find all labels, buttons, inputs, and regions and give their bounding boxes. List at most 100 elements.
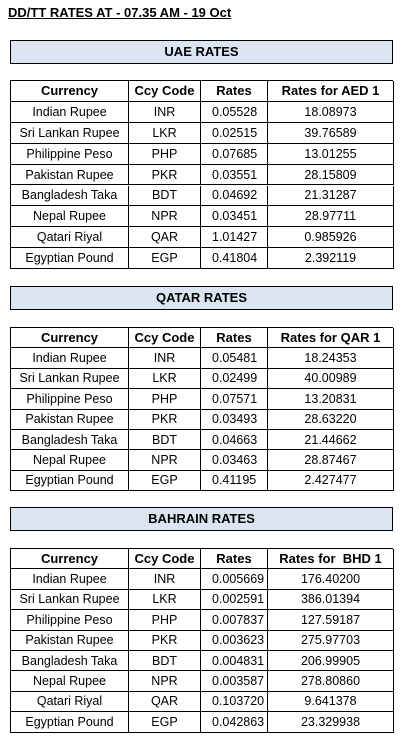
table-cell: Qatari Riyal [11,227,129,249]
table-cell: NPR [129,206,201,228]
table-cell: 18.08973 [268,101,394,123]
column-header: Ccy Code [129,549,201,570]
column-header: Ccy Code [129,81,201,102]
section-header: QATAR RATES [10,286,393,310]
section-header: BAHRAIN RATES [10,507,393,531]
table-cell: 0.03493 [201,409,268,430]
table-cell: Philippine Peso [11,389,129,410]
table-cell: 28.87467 [268,450,394,471]
table-cell: 278.80860 [268,671,394,692]
table-cell: 0.103720 [201,691,268,713]
table-cell: BDT [129,185,201,207]
table-cell: Indian Rupee [11,348,129,369]
table-cell: Bangladesh Taka [11,651,129,672]
table-cell: 9.641378 [268,691,394,713]
table-cell: 28.63220 [268,409,394,430]
table-cell: Indian Rupee [11,101,129,123]
table-cell: Nepal Rupee [11,671,129,692]
table-cell: Indian Rupee [11,569,129,590]
table-cell: Egyptian Pound [11,248,129,270]
table-cell: 0.41195 [201,470,268,492]
table-cell: BDT [129,430,201,451]
table-cell: EGP [129,712,201,733]
table-cell: INR [129,348,201,369]
column-header: Rates [201,81,268,102]
table-cell: 0.003623 [201,630,268,651]
table-cell: NPR [129,450,201,471]
table-cell: 0.05481 [201,348,268,369]
column-header: Currency [11,549,129,570]
table-cell: 206.99905 [268,651,394,672]
table-cell: Nepal Rupee [11,206,129,228]
table-cell: LKR [129,368,201,390]
table-cell: 0.04692 [201,185,268,207]
column-header: Rates for AED 1 [268,81,394,102]
table-cell: 13.20831 [268,389,394,410]
table-cell: PHP [129,610,201,631]
table-cell: 0.03451 [201,206,268,228]
table-cell: 39.76589 [268,122,394,144]
table-cell: Pakistan Rupee [11,409,129,430]
table-cell: PHP [129,143,201,165]
page-title: DD/TT RATES AT - 07.35 AM - 19 Oct [8,5,232,20]
table-cell: 0.04663 [201,430,268,451]
table-cell: 386.01394 [268,589,394,611]
table-cell: Egyptian Pound [11,470,129,492]
table-cell: 40.00989 [268,368,394,390]
table-cell: INR [129,101,201,123]
table-cell: EGP [129,470,201,492]
table-cell: Sri Lankan Rupee [11,122,129,144]
table-cell: 0.07685 [201,143,268,165]
table-cell: Philippine Peso [11,143,129,165]
table-cell: LKR [129,122,201,144]
column-header: Currency [11,81,129,102]
table-cell: 0.985926 [268,227,394,249]
table-cell: Bangladesh Taka [11,430,129,451]
table-cell: 0.042863 [201,712,268,733]
table-cell: 21.44662 [268,430,394,451]
table-cell: INR [129,569,201,590]
table-cell: 0.07571 [201,389,268,410]
table-cell: Nepal Rupee [11,450,129,471]
table-cell: Qatari Riyal [11,691,129,713]
table-cell: Sri Lankan Rupee [11,589,129,611]
column-header: Rates for QAR 1 [268,328,394,349]
table-cell: 0.002591 [201,589,268,611]
table-cell: PKR [129,409,201,430]
table-cell: EGP [129,248,201,270]
table-cell: 0.05528 [201,101,268,123]
table-cell: PHP [129,389,201,410]
table-cell: 0.03551 [201,164,268,186]
table-cell: NPR [129,671,201,692]
rates-table: Currency Ccy Code Rates Rates for BHD 1 Indi… [10,548,394,733]
table-cell: Pakistan Rupee [11,164,129,186]
table-cell: 0.007837 [201,610,268,631]
column-header: Rates for BHD 1 [268,549,394,570]
table-cell: 2.427477 [268,470,394,492]
table-cell: 0.005669 [201,569,268,590]
table-cell: 0.02499 [201,368,268,390]
table-cell: 0.41804 [201,248,268,270]
table-cell: 176.40200 [268,569,394,590]
table-cell: Egyptian Pound [11,712,129,733]
rates-table: Currency Ccy Code Rates Rates for QAR 1 Indi… [10,327,394,492]
column-header: Rates [201,549,268,570]
table-cell: PKR [129,164,201,186]
table-cell: 21.31287 [268,185,394,207]
table-cell: 127.59187 [268,610,394,631]
table-cell: 23.329938 [268,712,394,733]
table-cell: Bangladesh Taka [11,185,129,207]
table-cell: QAR [129,227,201,249]
table-cell: 28.97711 [268,206,394,228]
table-cell: 0.03463 [201,450,268,471]
table-cell: LKR [129,589,201,611]
table-cell: 0.02515 [201,122,268,144]
table-cell: 0.004831 [201,651,268,672]
column-header: Currency [11,328,129,349]
table-cell: Pakistan Rupee [11,630,129,651]
table-cell: 28.15809 [268,164,394,186]
table-cell: 2.392119 [268,248,394,270]
table-cell: Philippine Peso [11,610,129,631]
table-cell: 18.24353 [268,348,394,369]
